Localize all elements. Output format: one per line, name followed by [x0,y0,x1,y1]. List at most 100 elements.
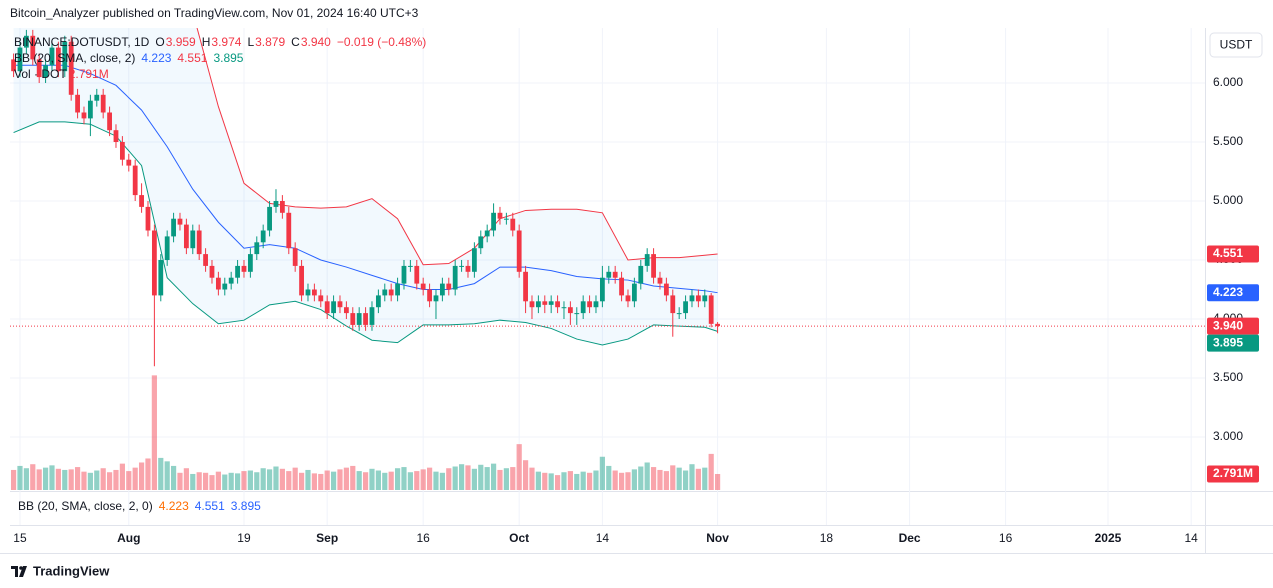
candle-body [126,159,132,166]
band-fill [13,28,718,345]
y-tick-label: 3.000 [1213,429,1243,443]
candle-body [139,195,144,207]
volume-bar [708,453,714,490]
candle-body [715,323,720,327]
axes: 3.0003.5004.0004.5005.0005.5006.00015Aug… [13,75,1259,545]
candle-body [113,130,119,142]
volume-bar [446,468,452,490]
price-badge-label: 3.895 [1213,335,1243,349]
volume-bar [593,470,599,490]
candle-body [497,212,503,219]
candle-body [689,295,695,302]
candle-body [555,301,560,308]
candle-body [228,277,234,284]
currency-button[interactable]: USDT [1209,32,1263,58]
volume-bar [599,456,605,490]
candle-body [561,307,567,309]
candle-body [471,248,477,272]
candle-body [331,301,336,314]
legend-item: 3.879 [255,35,285,49]
candle-body [574,313,580,315]
volume-bar [279,468,285,490]
candle-body [644,254,650,266]
candle-body [382,289,388,296]
volume-bar [452,466,458,490]
candle-body [459,265,464,267]
candle-body [81,112,87,119]
candle-body [94,94,100,101]
volume-bar [196,472,202,490]
pane-legend-item: 4.223 [159,499,189,513]
volume-bar [55,468,61,490]
x-tick-label: 14 [1184,531,1198,545]
volume-bar [17,465,23,490]
candle-body [324,301,330,314]
volume-bar [490,463,497,490]
currency-label[interactable]: USDT [1220,38,1253,52]
candle-body [529,301,535,308]
candle-body [222,283,228,290]
volume-bar [631,469,637,490]
volume-bar [318,473,324,490]
volume-bar [439,472,445,490]
volume-bar [42,467,49,490]
candle-body [215,277,221,290]
volume-bar [414,471,420,490]
volume-bar [164,461,170,490]
volume-bar [36,469,42,490]
candle-body [305,289,311,296]
volume-bar [170,465,177,490]
volume-bar [337,469,343,490]
candle-body [676,313,682,315]
volume-bar [369,468,375,490]
volume-bar [87,472,93,490]
volume-bar [586,472,593,490]
volume-bar [292,467,298,490]
candle-body [708,295,714,324]
volume-bar [695,468,701,490]
candle-body [433,295,439,302]
candle-body [369,307,375,325]
candle-body [548,301,554,305]
volume-bar [510,467,516,490]
volume-bar [625,472,631,490]
candle-body [171,218,176,237]
candle-body [510,218,516,231]
candle-body [247,254,253,272]
price-badge-label: 3.940 [1213,318,1243,332]
volume-bar [113,469,119,490]
currency-button-frame[interactable] [1209,32,1263,58]
volume-bar [650,467,657,490]
candle-body [164,236,170,261]
candle-body [695,295,701,302]
price-badge [1207,245,1259,263]
candle-body [388,289,394,296]
volume-bar [407,472,413,490]
candle-body [132,165,138,196]
volume-bar [119,463,125,490]
volume-bar [484,467,490,490]
volume-bar [151,375,157,490]
candle-body [100,94,106,113]
volume-bar [324,470,330,490]
grid [10,28,1205,525]
volume-bar [670,465,676,490]
volume-bar [522,460,529,490]
candle-body [235,265,240,278]
volume-bar [202,472,209,490]
volume-bar [241,471,247,490]
candle-body [670,295,676,314]
y-tick-label: 5.500 [1213,134,1243,148]
volume-bar [228,472,234,490]
volume-bar [382,472,388,490]
volume-bar [106,472,113,490]
pane-legend-item: 4.551 [195,499,225,513]
candle-body [439,283,445,296]
volume-bar [618,472,625,490]
volume-badge-label: 2.791M [1213,466,1253,480]
volume-bar [433,471,439,490]
legend-item: C [291,35,300,49]
publisher: Bitcoin_Analyzer published on TradingVie… [10,6,419,20]
legend-item: BB (20, SMA, close, 2) [14,51,135,65]
